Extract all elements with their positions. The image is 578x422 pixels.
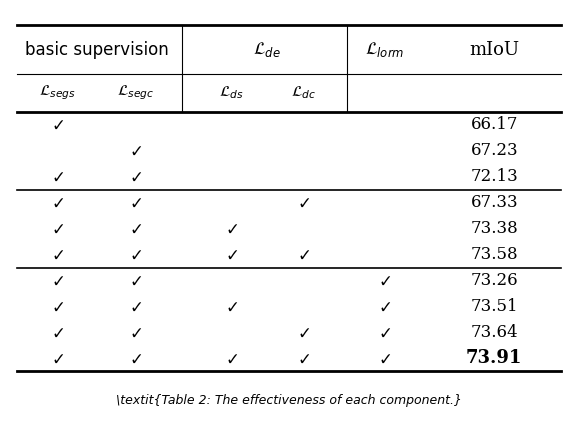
Text: $\checkmark$: $\checkmark$ xyxy=(129,271,142,289)
Text: 73.58: 73.58 xyxy=(470,246,518,263)
Text: $\checkmark$: $\checkmark$ xyxy=(51,349,64,368)
Text: $\checkmark$: $\checkmark$ xyxy=(51,168,64,186)
Text: $\checkmark$: $\checkmark$ xyxy=(378,323,391,341)
Text: $\checkmark$: $\checkmark$ xyxy=(51,116,64,134)
Text: $\checkmark$: $\checkmark$ xyxy=(51,271,64,289)
Text: $\checkmark$: $\checkmark$ xyxy=(225,298,238,316)
Text: $\checkmark$: $\checkmark$ xyxy=(225,219,238,238)
Text: $\mathcal{L}_{segc}$: $\mathcal{L}_{segc}$ xyxy=(117,84,154,102)
Text: $\checkmark$: $\checkmark$ xyxy=(129,142,142,160)
Text: $\checkmark$: $\checkmark$ xyxy=(129,349,142,368)
Text: $\checkmark$: $\checkmark$ xyxy=(378,298,391,316)
Text: $\checkmark$: $\checkmark$ xyxy=(129,298,142,316)
Text: 73.26: 73.26 xyxy=(470,272,518,289)
Text: $\checkmark$: $\checkmark$ xyxy=(297,323,310,341)
Text: $\mathcal{L}_{dc}$: $\mathcal{L}_{dc}$ xyxy=(291,84,316,101)
Text: $\checkmark$: $\checkmark$ xyxy=(225,246,238,264)
Text: $\checkmark$: $\checkmark$ xyxy=(51,219,64,238)
Text: 73.38: 73.38 xyxy=(470,220,518,237)
Text: $\checkmark$: $\checkmark$ xyxy=(297,349,310,368)
Text: $\mathcal{L}_{ds}$: $\mathcal{L}_{ds}$ xyxy=(219,84,243,101)
Text: $\checkmark$: $\checkmark$ xyxy=(129,194,142,212)
Text: $\checkmark$: $\checkmark$ xyxy=(129,323,142,341)
Text: mIoU: mIoU xyxy=(469,41,519,59)
Text: $\checkmark$: $\checkmark$ xyxy=(297,194,310,212)
Text: $\checkmark$: $\checkmark$ xyxy=(51,194,64,212)
Text: $\checkmark$: $\checkmark$ xyxy=(378,271,391,289)
Text: $\checkmark$: $\checkmark$ xyxy=(51,323,64,341)
Text: 73.91: 73.91 xyxy=(466,349,523,368)
Text: 67.33: 67.33 xyxy=(470,194,518,211)
Text: $\checkmark$: $\checkmark$ xyxy=(129,219,142,238)
Text: $\checkmark$: $\checkmark$ xyxy=(51,298,64,316)
Text: \textit{Table 2: The effectiveness of each component.}: \textit{Table 2: The effectiveness of ea… xyxy=(116,395,462,407)
Text: $\checkmark$: $\checkmark$ xyxy=(297,246,310,264)
Text: $\checkmark$: $\checkmark$ xyxy=(129,168,142,186)
Text: $\checkmark$: $\checkmark$ xyxy=(51,246,64,264)
Text: $\checkmark$: $\checkmark$ xyxy=(225,349,238,368)
Text: 72.13: 72.13 xyxy=(470,168,518,185)
Text: $\mathcal{L}_{segs}$: $\mathcal{L}_{segs}$ xyxy=(39,84,76,102)
Text: 66.17: 66.17 xyxy=(470,116,518,133)
Text: $\mathcal{L}_{lorm}$: $\mathcal{L}_{lorm}$ xyxy=(365,40,404,59)
Text: basic supervision: basic supervision xyxy=(25,41,169,59)
Text: $\checkmark$: $\checkmark$ xyxy=(129,246,142,264)
Text: 73.51: 73.51 xyxy=(470,298,518,315)
Text: 73.64: 73.64 xyxy=(470,324,518,341)
Text: $\checkmark$: $\checkmark$ xyxy=(378,349,391,368)
Text: $\mathcal{L}_{de}$: $\mathcal{L}_{de}$ xyxy=(254,40,281,59)
Text: 67.23: 67.23 xyxy=(470,142,518,159)
